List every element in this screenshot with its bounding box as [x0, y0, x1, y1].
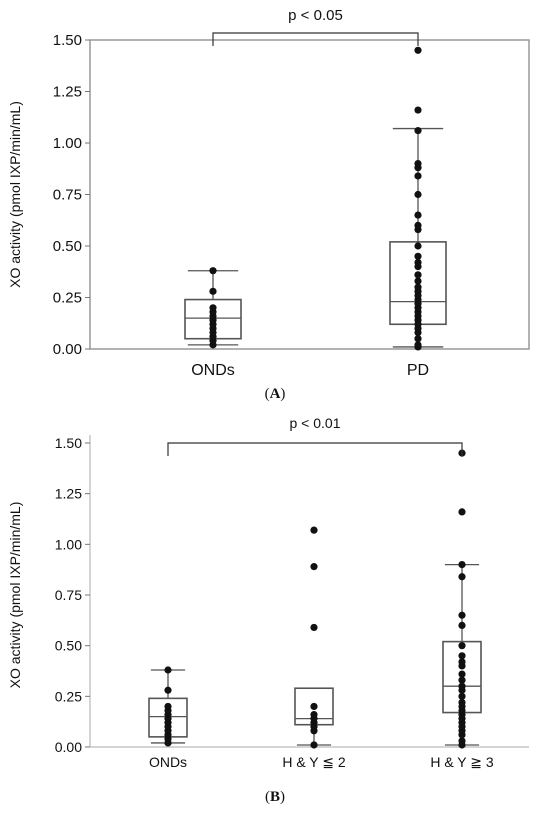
data-point	[458, 642, 466, 650]
data-point	[414, 242, 422, 250]
data-point	[458, 611, 466, 619]
data-point	[414, 172, 422, 180]
data-point	[310, 741, 318, 749]
y-tick-label: 0.50	[55, 638, 82, 654]
data-point	[458, 652, 466, 660]
category-label: PD	[407, 362, 429, 379]
y-tick-label: 0.25	[55, 688, 82, 704]
panel-b-letter: B	[269, 789, 280, 805]
y-tick-label: 0.75	[55, 587, 82, 603]
y-tick-label: 1.25	[55, 486, 82, 502]
data-point	[310, 623, 318, 632]
data-point	[458, 670, 466, 678]
y-tick-label: 1.50	[55, 435, 82, 451]
y-axis-label: XO activity (pmol IXP/min/mL)	[7, 502, 23, 689]
data-point	[458, 676, 466, 684]
data-point	[414, 271, 422, 279]
data-point	[458, 621, 466, 630]
y-tick-label: 1.50	[53, 32, 82, 49]
panel-b-caption: (B)	[264, 789, 285, 805]
category-label: H & Y ≧ 3	[430, 754, 494, 770]
panel-a-caption: (A)	[264, 386, 286, 402]
data-point	[414, 277, 422, 285]
data-point	[458, 573, 466, 581]
data-point	[164, 686, 172, 694]
y-tick-label: 0.75	[53, 187, 82, 204]
data-point	[458, 737, 466, 745]
y-tick-label: 0.00	[53, 341, 82, 358]
y-tick-label: 0.00	[55, 739, 82, 755]
data-point	[164, 702, 172, 711]
y-tick-label: 1.25	[53, 84, 82, 101]
data-point	[414, 258, 422, 267]
data-point	[209, 267, 217, 275]
data-point	[414, 106, 422, 114]
data-point	[310, 702, 318, 711]
data-point	[414, 221, 422, 229]
data-point	[209, 287, 217, 295]
data-point	[209, 304, 217, 312]
y-tick-label: 1.00	[53, 135, 82, 152]
plot-frame	[89, 39, 530, 350]
data-point	[458, 698, 466, 707]
significance-label: p < 0.01	[290, 415, 341, 431]
data-point	[310, 526, 318, 534]
y-tick-label: 1.00	[55, 536, 82, 552]
panel-b-plot: 0.00 0.25 0.50 0.75 1.00 1.25 1.50 XO activity …	[7, 415, 529, 770]
data-point	[310, 710, 318, 719]
data-point	[414, 341, 422, 349]
data-point	[414, 335, 422, 343]
data-point	[414, 160, 422, 168]
data-point	[414, 46, 422, 54]
data-point	[310, 563, 318, 571]
data-point	[414, 127, 422, 135]
data-point	[414, 283, 422, 291]
data-point	[458, 682, 466, 690]
y-tick-label: 0.25	[53, 290, 82, 307]
y-axis-label: XO activity (pmol IXP/min/mL)	[7, 101, 23, 288]
data-point	[458, 658, 466, 666]
data-point	[458, 561, 466, 569]
data-point	[414, 211, 422, 219]
data-point	[458, 692, 466, 700]
panel-a-letter: A	[269, 386, 281, 402]
significance-bracket	[212, 32, 419, 46]
significance-label: p < 0.05	[288, 7, 343, 24]
category-label: H & Y ≦ 2	[282, 754, 346, 770]
category-label: ONDs	[149, 754, 187, 770]
data-point	[414, 252, 422, 260]
panel-a-plot: 0.00 0.25 0.50 0.75 1.00 1.25 1.50 XO activity …	[7, 7, 530, 379]
data-point	[414, 190, 422, 199]
data-point	[164, 666, 172, 674]
category-label: ONDs	[191, 362, 235, 379]
data-point	[458, 508, 466, 516]
significance-bracket	[167, 442, 463, 456]
y-tick-label: 0.50	[53, 238, 82, 255]
